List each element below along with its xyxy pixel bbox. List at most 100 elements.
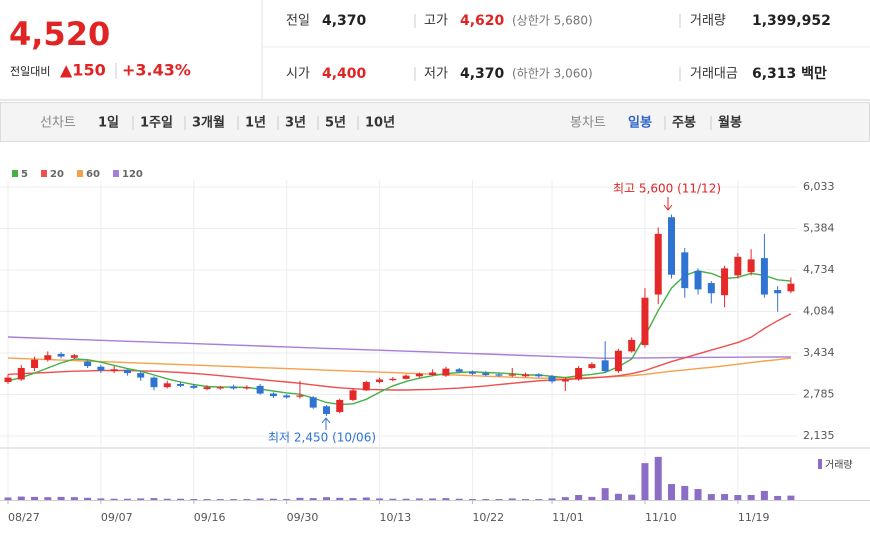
ma-line (7, 336, 791, 360)
info-value: 4,400 (322, 66, 367, 82)
candle-body (415, 373, 423, 377)
candle-body (601, 360, 609, 372)
candle-body (641, 297, 649, 345)
volume-bar (561, 497, 569, 500)
info-value: 1,399,952 (752, 13, 831, 29)
info-label: 고가 (424, 14, 448, 29)
volume-bar (216, 499, 224, 500)
volume-bar (442, 498, 450, 500)
legend-swatch (77, 170, 83, 177)
volume-bar (97, 498, 105, 500)
candle-body (681, 252, 689, 289)
candle-body (468, 371, 476, 374)
volume-bar (535, 499, 543, 500)
change: ▲150 (60, 61, 106, 80)
volume-bar (389, 498, 397, 500)
candle-body (774, 290, 782, 294)
high-arrow (663, 197, 673, 211)
ma-line (7, 357, 791, 379)
candle-body (269, 393, 277, 397)
ma-line (7, 270, 791, 406)
candle-body (628, 339, 636, 352)
volume-bar (349, 498, 357, 500)
candle-body (31, 359, 39, 368)
volume-bar (70, 497, 78, 500)
period-button[interactable]: 1주일 (140, 116, 173, 131)
volume-bar (641, 463, 649, 500)
y-tick-label: 4,734 (803, 263, 835, 276)
toolbar-label: 봉차트 (570, 116, 606, 131)
info-label: 거래대금 (690, 67, 738, 82)
info-value: 4,620 (460, 13, 505, 29)
info-label: 시가 (286, 67, 310, 82)
volume-bar (31, 496, 39, 500)
volume-bar (376, 498, 384, 500)
period-button[interactable]: 3개월 (192, 115, 225, 131)
candle-body (376, 379, 384, 383)
info-value: 4,370 (322, 13, 367, 29)
candle-body (654, 233, 662, 295)
y-tick-label: 3,434 (803, 346, 835, 359)
volume-bar (17, 496, 25, 500)
candle-body (177, 383, 185, 386)
volume-bar (163, 498, 171, 500)
volume-bar (668, 484, 675, 500)
volume-bar (468, 499, 476, 500)
period-button[interactable]: 3년 (285, 116, 306, 131)
volume-bar (522, 499, 530, 500)
info-note: (하한가 3,060) (512, 67, 593, 81)
volume-bar (694, 489, 702, 500)
legend-swatch (12, 170, 18, 177)
x-tick-label: 11/19 (738, 511, 770, 524)
candle-body (561, 379, 569, 382)
volume-bar (614, 493, 622, 500)
candle-body (203, 387, 211, 390)
change-rate: +3.43% (122, 61, 191, 80)
x-tick-label: 11/01 (552, 511, 584, 524)
candle-body (508, 374, 516, 376)
price: 4,520 (9, 15, 110, 53)
candle-body (17, 367, 25, 380)
x-tick-label: 11/10 (645, 511, 677, 524)
volume-bar (362, 497, 370, 500)
candle-period-button[interactable]: 일봉 (628, 116, 652, 131)
volume-bar (681, 485, 689, 500)
volume-bar (123, 498, 131, 500)
legend-swatch (113, 170, 119, 177)
volume-bar (190, 499, 198, 500)
period-button[interactable]: 1일 (98, 116, 119, 131)
x-tick-label: 08/27 (8, 511, 40, 524)
volume-bar (495, 499, 503, 500)
candle-body (747, 259, 755, 273)
candle-body (482, 373, 490, 376)
candle-body (694, 270, 702, 290)
volume-bar (110, 498, 118, 500)
volume-bar (137, 498, 145, 500)
volume-bar (57, 496, 65, 500)
period-button[interactable]: 5년 (325, 116, 346, 131)
candle-body (522, 374, 530, 377)
candle-period-button[interactable]: 월봉 (718, 115, 742, 131)
volume-bar (721, 494, 729, 500)
volume-bar (588, 496, 596, 500)
volume-bar (429, 498, 437, 500)
period-button[interactable]: 1년 (245, 116, 266, 131)
candle-period-button[interactable]: 주봉 (672, 116, 696, 131)
legend-label: 5 (21, 169, 28, 180)
legend-swatch (41, 170, 47, 177)
info-label: 저가 (424, 67, 448, 82)
x-tick-label: 09/07 (101, 511, 133, 524)
candle-body (309, 397, 317, 408)
candle-body (588, 364, 596, 368)
volume-bar (415, 498, 423, 500)
candle-body (429, 372, 437, 376)
volume-bar (747, 495, 755, 500)
volume-bar (243, 499, 251, 500)
period-button[interactable]: 10년 (365, 116, 395, 131)
candle-body (190, 385, 198, 388)
candle-body (721, 268, 729, 296)
legend-label: 20 (50, 169, 64, 180)
y-tick-label: 2,135 (803, 429, 835, 442)
candle-body (110, 369, 118, 372)
candle-body (402, 375, 410, 379)
